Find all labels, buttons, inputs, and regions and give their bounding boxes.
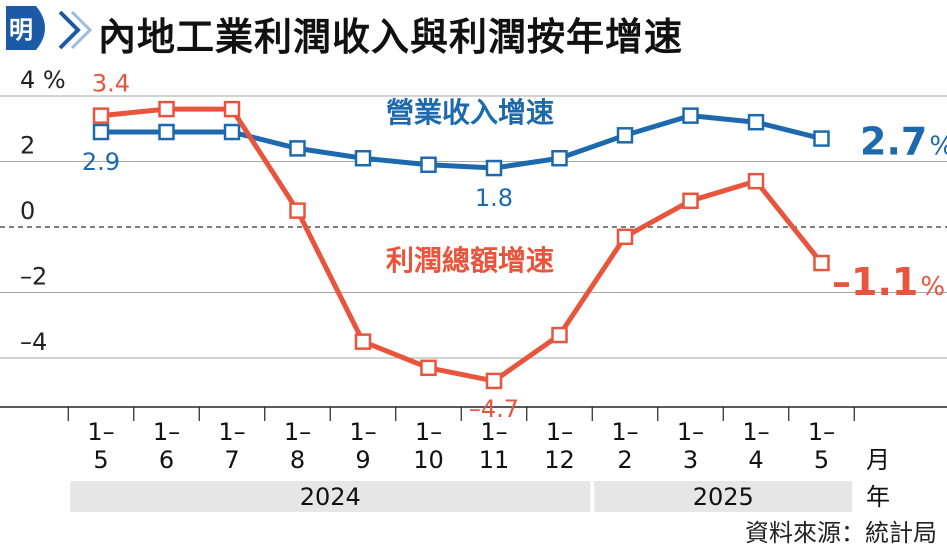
end-unit-label: % [929, 132, 947, 162]
data-label: –4.7 [469, 395, 519, 423]
series-0-point [92, 123, 110, 141]
y-tick-label: –2 [20, 263, 47, 291]
year-label: 2025 [693, 483, 754, 511]
year-unit-label: 年 [866, 483, 890, 511]
logo-text: 明 [9, 16, 33, 44]
series-1-point [813, 254, 830, 272]
series-1-point [354, 333, 372, 350]
series-0-point [813, 130, 830, 147]
data-label: 1.8 [475, 184, 513, 212]
x-tick-label: 1– 10 [413, 418, 444, 474]
grid-lines [0, 95, 947, 359]
x-tick-label: 1– 6 [153, 418, 180, 474]
series-1-point [682, 192, 699, 210]
logo-chevron-icon [58, 10, 92, 50]
x-tick-label: 1– 9 [349, 418, 376, 474]
month-unit-label: 月 [866, 446, 890, 474]
series-1-point [158, 100, 175, 118]
x-tick-label: 1– 8 [284, 418, 311, 474]
data-label: 3.4 [92, 70, 130, 98]
series-0-point [354, 149, 372, 167]
series-name-label: 營業收入增速 [386, 96, 554, 129]
labels: 營業收入增速 2.9 1.8 2.7% 利潤總額增速 3.4 –4.7 –1.1% [82, 70, 947, 423]
end-value-label: 2.7 [860, 120, 927, 164]
line-chart: 4 % 2 0 –2 –4 1– 5 1– 6 1– 7 1– 8 1– 9 1– 10 1– 11 1– 12 1– 2 1… [0, 66, 947, 512]
year-band [70, 481, 591, 512]
series-name-label: 利潤總額增速 [386, 244, 554, 277]
series-1-point [551, 326, 568, 344]
end-unit-label: % [920, 272, 945, 302]
series-line-0 [101, 113, 823, 171]
series-1-point [747, 172, 765, 190]
year-band [594, 481, 853, 512]
y-tick-label: 2 [20, 132, 35, 160]
series-0-point [289, 140, 306, 157]
x-tick-label: 1– 3 [677, 418, 704, 474]
x-tick-label: 1– 5 [808, 418, 835, 474]
y-tick-label: 0 [20, 197, 35, 225]
series-lines [92, 100, 830, 390]
newspaper-logo-icon: 明 [6, 6, 45, 50]
series-1-point [420, 359, 437, 377]
x-tick-label: 1– 12 [544, 418, 575, 474]
series-0-point [747, 113, 765, 131]
chart-title: 內地工業利潤收入與利潤按年增速 [98, 15, 684, 59]
data-label: 2.9 [82, 148, 120, 176]
series-1-point [485, 372, 503, 390]
y-tick-label: –4 [20, 328, 47, 356]
series-0-point [616, 127, 634, 144]
series-1-point [289, 202, 306, 219]
series-1-point [223, 100, 241, 118]
series-0-point [420, 156, 437, 174]
series-1-point [92, 107, 110, 124]
series-0-point [682, 107, 699, 124]
series-0-point [223, 123, 241, 141]
chart-header: 明 內地工業利潤收入與利潤按年增速 [0, 0, 947, 60]
x-tick-label: 1– 7 [218, 418, 245, 474]
series-0-point [551, 149, 568, 167]
x-tick-label: 1– 5 [87, 418, 114, 474]
series-0-point [158, 123, 175, 141]
x-tick-label: 1– 4 [742, 418, 769, 474]
series-line-1 [100, 106, 824, 384]
x-tick-label: 1– 2 [611, 418, 638, 474]
x-tick-label: 1– 11 [479, 418, 510, 474]
year-label: 2024 [300, 483, 361, 511]
series-1-point [616, 228, 634, 246]
series-0-point [485, 159, 503, 177]
source-note: 資料來源：統計局 [745, 519, 937, 547]
axes: 4 % 2 0 –2 –4 1– 5 1– 6 1– 7 1– 8 1– 9 1– 10 1– 11 1– 12 1– 2 1… [0, 66, 947, 512]
y-tick-label: 4 % [20, 66, 66, 94]
end-value-label: –1.1 [832, 260, 918, 304]
